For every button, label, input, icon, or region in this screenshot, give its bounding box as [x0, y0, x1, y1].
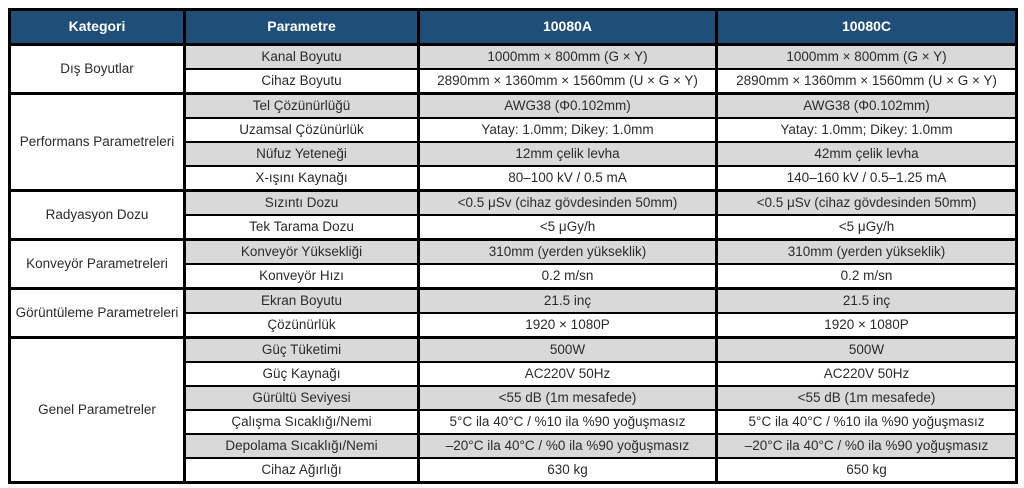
value-cell-c: <5 μGy/h	[715, 214, 1018, 241]
header-cell-10080a: 10080A	[417, 8, 718, 46]
param-cell: Çalışma Sıcaklığı/Nemi	[183, 409, 420, 435]
table-row: Tek Tarama Dozu <5 μGy/h <5 μGy/h	[10, 214, 1018, 241]
category-cell: Performans Parametreleri	[8, 92, 186, 192]
value-cell-a: 5°C ila 40°C / %10 ila %90 yoğuşmasız	[417, 409, 718, 435]
value-cell-a: AC220V 50Hz	[417, 361, 718, 387]
value-cell-c: 650 kg	[715, 457, 1018, 484]
value-cell-a: 0.2 m/sn	[417, 263, 718, 290]
param-cell: Ekran Boyutu	[183, 287, 420, 314]
value-cell-a: 630 kg	[417, 457, 718, 484]
value-cell-c: 1920 × 1080P	[715, 312, 1018, 339]
group-radyasyon-dozu: Radyasyon Dozu Sızıntı Dozu <0.5 μSv (ci…	[8, 189, 1018, 241]
table-row: Cihaz Ağırlığı 630 kg 650 kg	[10, 457, 1018, 484]
param-cell: Çözünürlük	[183, 312, 420, 339]
param-cell: Tel Çözünürlüğü	[183, 92, 420, 119]
param-cell: Kanal Boyutu	[183, 43, 420, 70]
value-cell-a: 80–100 kV / 0.5 mA	[417, 165, 718, 192]
table-row: Görüntüleme Parametreleri Ekran Boyutu 2…	[8, 287, 1018, 339]
value-cell-a: 12mm çelik levha	[417, 141, 718, 167]
table-row: Cihaz Boyutu 2890mm × 1360mm × 1560mm (U…	[10, 68, 1018, 95]
value-cell-a: <0.5 μSv (cihaz gövdesinden 50mm)	[417, 189, 718, 216]
value-cell-c: <55 dB (1m mesafede)	[715, 385, 1018, 411]
param-cell: Konveyör Hızı	[183, 263, 420, 290]
value-cell-c: AWG38 (Φ0.102mm)	[715, 92, 1018, 119]
value-cell-a: 1000mm × 800mm (G × Y)	[417, 43, 718, 70]
group-genel-parametreler: Genel Parametreler Güç Tüketimi 500W 500…	[8, 336, 1018, 484]
category-cell: Dış Boyutlar	[8, 43, 186, 95]
group-performans-parametreleri: Performans Parametreleri Tel Çözünürlüğü…	[8, 92, 1018, 192]
value-cell-a: –20°C ila 40°C / %0 ila %90 yoğuşmasız	[417, 433, 718, 459]
param-cell: Güç Tüketimi	[183, 336, 420, 363]
param-cell: Konveyör Yüksekliği	[183, 238, 420, 265]
value-cell-a: <55 dB (1m mesafede)	[417, 385, 718, 411]
table-row: Uzamsal Çözünürlük Yatay: 1.0mm; Dikey: …	[10, 117, 1018, 143]
value-cell-c: 5°C ila 40°C / %10 ila %90 yoğuşmasız	[715, 409, 1018, 435]
category-cell: Genel Parametreler	[8, 336, 186, 484]
table-row: Radyasyon Dozu Sızıntı Dozu <0.5 μSv (ci…	[8, 189, 1018, 241]
group-goruntuleme-parametreleri: Görüntüleme Parametreleri Ekran Boyutu 2…	[8, 287, 1018, 339]
table-row: Güç Kaynağı AC220V 50Hz AC220V 50Hz	[10, 361, 1018, 387]
value-cell-a: 500W	[417, 336, 718, 363]
value-cell-a: AWG38 (Φ0.102mm)	[417, 92, 718, 119]
value-cell-c: 1000mm × 800mm (G × Y)	[715, 43, 1018, 70]
value-cell-c: 310mm (yerden yükseklik)	[715, 238, 1018, 265]
value-cell-c: 2890mm × 1360mm × 1560mm (U × G × Y)	[715, 68, 1018, 95]
value-cell-a: 1920 × 1080P	[417, 312, 718, 339]
table-row: Çözünürlük 1920 × 1080P 1920 × 1080P	[10, 312, 1018, 339]
value-cell-c: AC220V 50Hz	[715, 361, 1018, 387]
header-row: Kategori Parametre 10080A 10080C	[8, 8, 1018, 46]
value-cell-c: 42mm çelik levha	[715, 141, 1018, 167]
table-row: X-ışını Kaynağı 80–100 kV / 0.5 mA 140–1…	[10, 165, 1018, 192]
param-cell: Güç Kaynağı	[183, 361, 420, 387]
param-cell: Uzamsal Çözünürlük	[183, 117, 420, 143]
header-cell-kategori: Kategori	[8, 8, 186, 46]
group-dis-boyutlar: Dış Boyutlar Kanal Boyutu 1000mm × 800mm…	[8, 43, 1018, 95]
param-cell: Sızıntı Dozu	[183, 189, 420, 216]
table-row: Nüfuz Yeteneği 12mm çelik levha 42mm çel…	[10, 141, 1018, 167]
value-cell-c: 0.2 m/sn	[715, 263, 1018, 290]
param-cell: Depolama Sıcaklığı/Nemi	[183, 433, 420, 459]
value-cell-a: <5 μGy/h	[417, 214, 718, 241]
value-cell-c: 21.5 inç	[715, 287, 1018, 314]
table-row: Dış Boyutlar Kanal Boyutu 1000mm × 800mm…	[8, 43, 1018, 95]
value-cell-a: Yatay: 1.0mm; Dikey: 1.0mm	[417, 117, 718, 143]
param-cell: X-ışını Kaynağı	[183, 165, 420, 192]
category-cell: Radyasyon Dozu	[8, 189, 186, 241]
param-cell: Cihaz Boyutu	[183, 68, 420, 95]
group-konveyor-parametreleri: Konveyör Parametreleri Konveyör Yüksekli…	[8, 238, 1018, 290]
category-cell: Konveyör Parametreleri	[8, 238, 186, 290]
header-cell-parametre: Parametre	[183, 8, 420, 46]
value-cell-a: 310mm (yerden yükseklik)	[417, 238, 718, 265]
param-cell: Gürültü Seviyesi	[183, 385, 420, 411]
header-cell-10080c: 10080C	[715, 8, 1018, 46]
table-row: Performans Parametreleri Tel Çözünürlüğü…	[8, 92, 1018, 192]
table-row: Genel Parametreler Güç Tüketimi 500W 500…	[8, 336, 1018, 484]
value-cell-c: –20°C ila 40°C / %0 ila %90 yoğuşmasız	[715, 433, 1018, 459]
param-cell: Cihaz Ağırlığı	[183, 457, 420, 484]
table-header: Kategori Parametre 10080A 10080C	[8, 8, 1018, 46]
table-row: Çalışma Sıcaklığı/Nemi 5°C ila 40°C / %1…	[10, 409, 1018, 435]
table-row: Konveyör Parametreleri Konveyör Yüksekli…	[8, 238, 1018, 290]
table-row: Depolama Sıcaklığı/Nemi –20°C ila 40°C /…	[10, 433, 1018, 459]
table-row: Gürültü Seviyesi <55 dB (1m mesafede) <5…	[10, 385, 1018, 411]
param-cell: Nüfuz Yeteneği	[183, 141, 420, 167]
value-cell-a: 2890mm × 1360mm × 1560mm (U × G × Y)	[417, 68, 718, 95]
value-cell-c: 500W	[715, 336, 1018, 363]
spec-table: Kategori Parametre 10080A 10080C Dış Boy…	[8, 8, 1018, 484]
param-cell: Tek Tarama Dozu	[183, 214, 420, 241]
value-cell-c: <0.5 μSv (cihaz gövdesinden 50mm)	[715, 189, 1018, 216]
value-cell-c: Yatay: 1.0mm; Dikey: 1.0mm	[715, 117, 1018, 143]
value-cell-c: 140–160 kV / 0.5–1.25 mA	[715, 165, 1018, 192]
category-cell: Görüntüleme Parametreleri	[8, 287, 186, 339]
value-cell-a: 21.5 inç	[417, 287, 718, 314]
